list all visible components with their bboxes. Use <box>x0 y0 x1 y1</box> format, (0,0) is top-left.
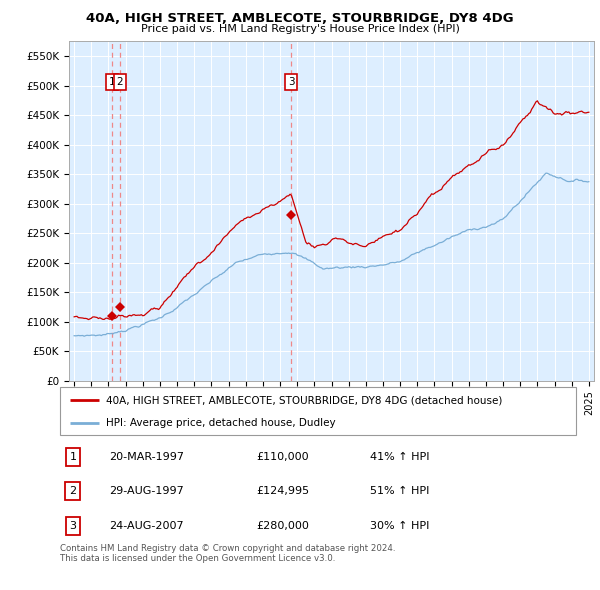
Text: 1: 1 <box>70 451 76 461</box>
Text: Contains HM Land Registry data © Crown copyright and database right 2024.
This d: Contains HM Land Registry data © Crown c… <box>60 544 395 563</box>
Text: 40A, HIGH STREET, AMBLECOTE, STOURBRIDGE, DY8 4DG: 40A, HIGH STREET, AMBLECOTE, STOURBRIDGE… <box>86 12 514 25</box>
Text: 29-AUG-1997: 29-AUG-1997 <box>109 486 184 496</box>
Text: £124,995: £124,995 <box>256 486 309 496</box>
Text: 1: 1 <box>109 77 115 87</box>
FancyBboxPatch shape <box>60 387 576 435</box>
Text: 3: 3 <box>70 520 76 530</box>
Text: 2: 2 <box>70 486 76 496</box>
Text: 2: 2 <box>116 77 123 87</box>
Text: 30% ↑ HPI: 30% ↑ HPI <box>370 520 429 530</box>
Text: HPI: Average price, detached house, Dudley: HPI: Average price, detached house, Dudl… <box>106 418 336 428</box>
Text: 20-MAR-1997: 20-MAR-1997 <box>109 451 184 461</box>
Text: 51% ↑ HPI: 51% ↑ HPI <box>370 486 429 496</box>
Text: 40A, HIGH STREET, AMBLECOTE, STOURBRIDGE, DY8 4DG (detached house): 40A, HIGH STREET, AMBLECOTE, STOURBRIDGE… <box>106 395 503 405</box>
Text: 24-AUG-2007: 24-AUG-2007 <box>109 520 184 530</box>
Text: £280,000: £280,000 <box>256 520 309 530</box>
Text: 3: 3 <box>288 77 295 87</box>
Text: £110,000: £110,000 <box>256 451 309 461</box>
Text: Price paid vs. HM Land Registry's House Price Index (HPI): Price paid vs. HM Land Registry's House … <box>140 25 460 34</box>
Text: 41% ↑ HPI: 41% ↑ HPI <box>370 451 429 461</box>
